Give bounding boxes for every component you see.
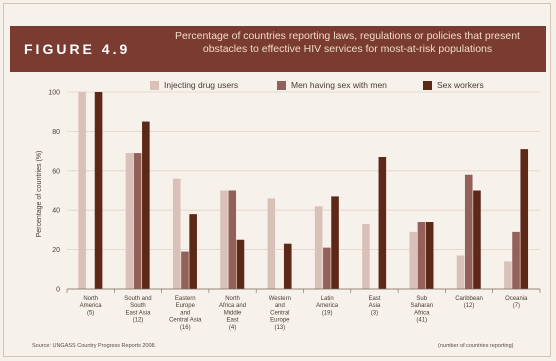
bar-2-1 <box>181 251 189 289</box>
x-tick-label-2: Eastern Europe and Central Asia (16) <box>169 296 202 331</box>
x-tick-label-7: Sub Saharan Africa (41) <box>410 296 433 324</box>
bar-6-2 <box>378 157 387 289</box>
legend-swatch-msm <box>277 80 286 90</box>
legend-item-msm: Men having sex with men <box>277 80 387 90</box>
chart-note: (number of countries reporting) <box>438 343 514 349</box>
y-tick-label-40: 40 <box>52 208 60 215</box>
x-tick-label-8: Caribbean (12) <box>455 296 483 309</box>
chart-bars <box>78 92 529 289</box>
legend-label-idu: Injecting drug users <box>164 80 239 90</box>
bar-7-1 <box>417 222 426 289</box>
bar-0-0 <box>78 92 86 289</box>
bar-1-0 <box>125 153 134 289</box>
legend-item-idu: Injecting drug users <box>150 80 238 90</box>
legend-swatch-idu <box>150 80 159 90</box>
bar-3-2 <box>236 239 245 289</box>
legend-label-msm: Men having sex with men <box>291 80 387 90</box>
x-tick-label-5: Latin America (19) <box>316 296 339 316</box>
x-tick-label-3: North Africa and Middle East (4) <box>219 296 246 331</box>
legend-swatch-sw <box>423 80 432 90</box>
bar-5-1 <box>323 247 331 289</box>
bar-2-0 <box>172 178 181 289</box>
figure-header: FIGURE 4.9 Percentage of countries repor… <box>10 26 546 72</box>
x-tick-label-1: South and South East Asia (12) <box>124 296 151 324</box>
chart-title: Percentage of countries reporting laws, … <box>175 30 520 55</box>
bar-3-0 <box>220 190 228 289</box>
bar-0-2 <box>94 92 103 289</box>
chart-source: Source: UNGASS Country Progress Reports … <box>32 343 157 349</box>
bar-2-2 <box>189 214 197 289</box>
bar-8-2 <box>473 190 481 289</box>
chart-legend: Injecting drug users Men having sex with… <box>0 80 556 94</box>
figure-label: FIGURE 4.9 <box>24 41 131 57</box>
x-tick-label-4: Western and Central Europe (13) <box>269 296 291 331</box>
bar-9-0 <box>504 261 512 289</box>
bar-4-2 <box>283 243 292 289</box>
legend-item-sw: Sex workers <box>423 80 484 90</box>
bar-5-0 <box>314 206 323 289</box>
bar-7-2 <box>425 222 434 289</box>
x-tick-label-9: Oceania (7) <box>505 296 528 309</box>
bar-1-1 <box>133 153 142 289</box>
x-tick-label-0: North America (5) <box>80 296 103 316</box>
y-tick-label-100: 100 <box>48 90 60 97</box>
bar-8-1 <box>464 174 473 289</box>
y-tick-label-80: 80 <box>52 129 60 136</box>
bar-9-1 <box>512 231 520 289</box>
bar-9-2 <box>520 149 529 289</box>
y-axis-label: Percentage of countries (%) <box>36 151 43 238</box>
y-tick-label-0: 0 <box>56 287 60 294</box>
bar-7-0 <box>409 231 418 289</box>
bar-6-0 <box>362 223 370 289</box>
bar-8-0 <box>456 255 465 289</box>
bar-1-2 <box>142 121 150 289</box>
chart-axes: 0 20 40 60 80 100 North America (5) South and Sout… <box>48 90 541 331</box>
y-tick-label-20: 20 <box>52 247 60 254</box>
legend-label-sw: Sex workers <box>437 80 484 90</box>
bar-5-2 <box>331 196 339 289</box>
bar-4-0 <box>267 198 276 289</box>
bar-3-1 <box>228 190 237 289</box>
y-tick-label-60: 60 <box>52 168 60 175</box>
x-tick-label-6: East Asia (3) <box>368 296 381 316</box>
